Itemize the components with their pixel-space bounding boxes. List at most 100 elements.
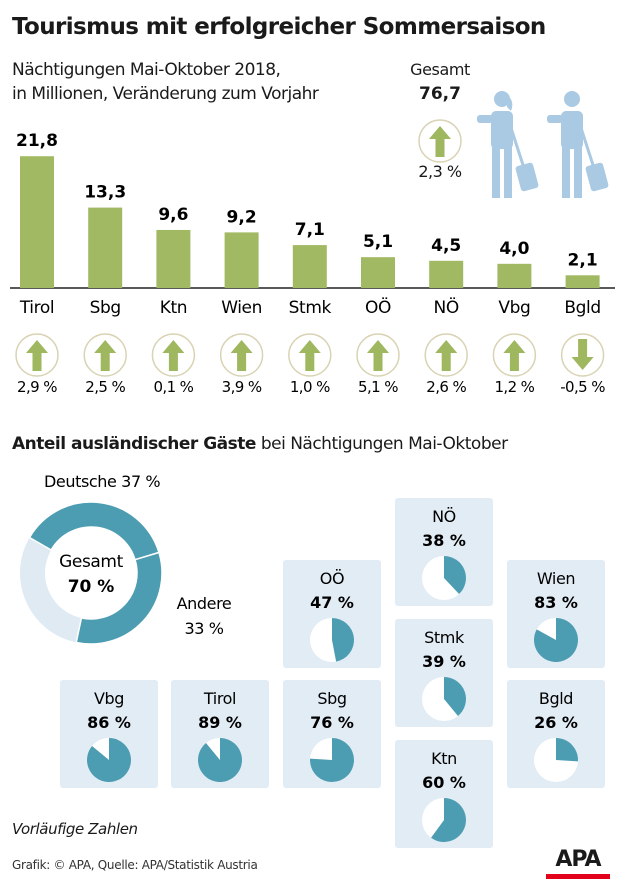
- change-arrow-4: [288, 333, 332, 377]
- bar-2: [156, 229, 191, 288]
- donut-segment-andere: [75, 551, 163, 645]
- change-label: 2,6 %: [426, 378, 466, 396]
- category-label: Ktn: [160, 298, 187, 318]
- category-label: Vbg: [498, 298, 530, 318]
- change-label: 2,5 %: [85, 378, 125, 396]
- tile-background: [395, 740, 493, 848]
- region-name: OÖ: [320, 569, 344, 588]
- pie-slice: [332, 618, 354, 662]
- person-leg-right: [504, 140, 512, 198]
- change-label: 0,1 %: [153, 378, 193, 396]
- change-arrow-6: [424, 333, 468, 377]
- arrow-ring: [418, 119, 462, 163]
- person-head: [494, 91, 510, 107]
- legend-andere-value: 33 %: [184, 619, 223, 638]
- change-arrow-0: [15, 333, 59, 377]
- person-leg-left: [562, 140, 570, 198]
- section-heading-rest: bei Nächtigungen Mai-Oktober: [255, 434, 508, 454]
- change-arrow-5: [356, 333, 400, 377]
- region-share: 86 %: [87, 713, 131, 732]
- arrow-up-icon: [435, 340, 458, 371]
- region-name: Stmk: [424, 628, 465, 647]
- region-share: 60 %: [422, 773, 466, 792]
- tile-background: [283, 560, 381, 668]
- bar-value-label: 21,8: [16, 131, 58, 151]
- bar-value-label: 13,3: [84, 183, 126, 203]
- person-leg-left: [492, 140, 500, 198]
- region-share: 38 %: [422, 531, 466, 550]
- arrow-up-icon: [162, 340, 185, 371]
- tile-background: [507, 680, 605, 788]
- pie-slice: [197, 738, 242, 782]
- tile-background: [60, 680, 158, 788]
- person-arm: [547, 115, 563, 123]
- bar-value-label: 4,5: [431, 236, 461, 256]
- region-tile-7: Bgld 26 %: [507, 680, 605, 788]
- person-hair: [507, 95, 513, 111]
- footnote: Vorläufige Zahlen: [12, 820, 138, 838]
- arrow-ring: [219, 333, 264, 377]
- bar-value-label: 9,6: [158, 205, 188, 225]
- apa-logo: APA: [546, 846, 610, 880]
- person-head: [564, 91, 580, 107]
- region-share: 26 %: [534, 713, 578, 732]
- person-leg-right: [574, 140, 582, 198]
- region-name: Bgld: [539, 689, 573, 708]
- pie-slice: [431, 798, 466, 843]
- tile-background: [395, 619, 493, 727]
- arrow-up-icon: [94, 340, 117, 371]
- bar-8: [565, 275, 600, 288]
- category-label: NÖ: [434, 296, 459, 318]
- region-share: 89 %: [198, 713, 242, 732]
- bar-value-label: 9,2: [227, 207, 257, 227]
- region-tile-6: Sbg 76 %: [283, 680, 381, 788]
- arrow-ring: [424, 333, 468, 377]
- change-label: -0,5 %: [560, 378, 605, 396]
- region-name: Ktn: [431, 749, 457, 768]
- arrow-up-icon: [503, 340, 526, 371]
- legend-deutsche: Deutsche 37 %: [44, 472, 160, 491]
- category-label: Sbg: [90, 298, 121, 318]
- region-tile-5: Tirol 89 %: [171, 680, 269, 788]
- pie-slice: [86, 738, 131, 782]
- total-change-arrow: [418, 119, 462, 163]
- subtitle-line-1: Nächtigungen Mai-Oktober 2018,: [12, 60, 281, 80]
- tile-background: [507, 560, 605, 668]
- change-label: 1,0 %: [290, 378, 330, 396]
- change-arrow-8: [560, 333, 605, 377]
- region-tile-4: Vbg 86 %: [60, 680, 158, 788]
- bar-4: [292, 245, 327, 288]
- arrow-ring: [83, 333, 127, 377]
- category-label: OÖ: [365, 296, 391, 318]
- change-arrow-1: [83, 333, 127, 377]
- change-arrow-2: [151, 333, 196, 377]
- donut-center-value: 70 %: [68, 577, 115, 597]
- bar-5: [361, 257, 395, 288]
- change-arrow-3: [219, 333, 264, 377]
- arrow-down-icon: [571, 339, 594, 370]
- section-heading: Anteil ausländischer Gäste bei Nächtigun…: [12, 434, 508, 454]
- tile-background: [171, 680, 269, 788]
- change-label: 3,9 %: [222, 378, 262, 396]
- category-label: Stmk: [289, 298, 332, 318]
- donut-center-label: Gesamt: [59, 552, 123, 572]
- region-name: NÖ: [432, 507, 456, 526]
- arrow-up-icon: [298, 340, 321, 371]
- change-label: 1,2 %: [494, 378, 534, 396]
- tile-background: [283, 680, 381, 788]
- arrow-ring: [288, 333, 332, 377]
- person-torso: [491, 111, 513, 149]
- pie-slice: [444, 677, 467, 716]
- subtitle-line-2: in Millionen, Veränderung zum Vorjahr: [12, 84, 319, 104]
- category-label: Wien: [221, 298, 262, 318]
- change-label: 5,1 %: [358, 378, 398, 396]
- arrow-ring: [15, 333, 59, 377]
- total-label: Gesamt: [410, 60, 470, 79]
- pie-slice: [444, 556, 466, 595]
- change-arrow-7: [492, 333, 537, 377]
- arrow-ring: [560, 333, 605, 377]
- region-share: 83 %: [534, 593, 578, 612]
- bar-value-label: 5,1: [363, 232, 393, 252]
- region-name: Wien: [537, 569, 575, 588]
